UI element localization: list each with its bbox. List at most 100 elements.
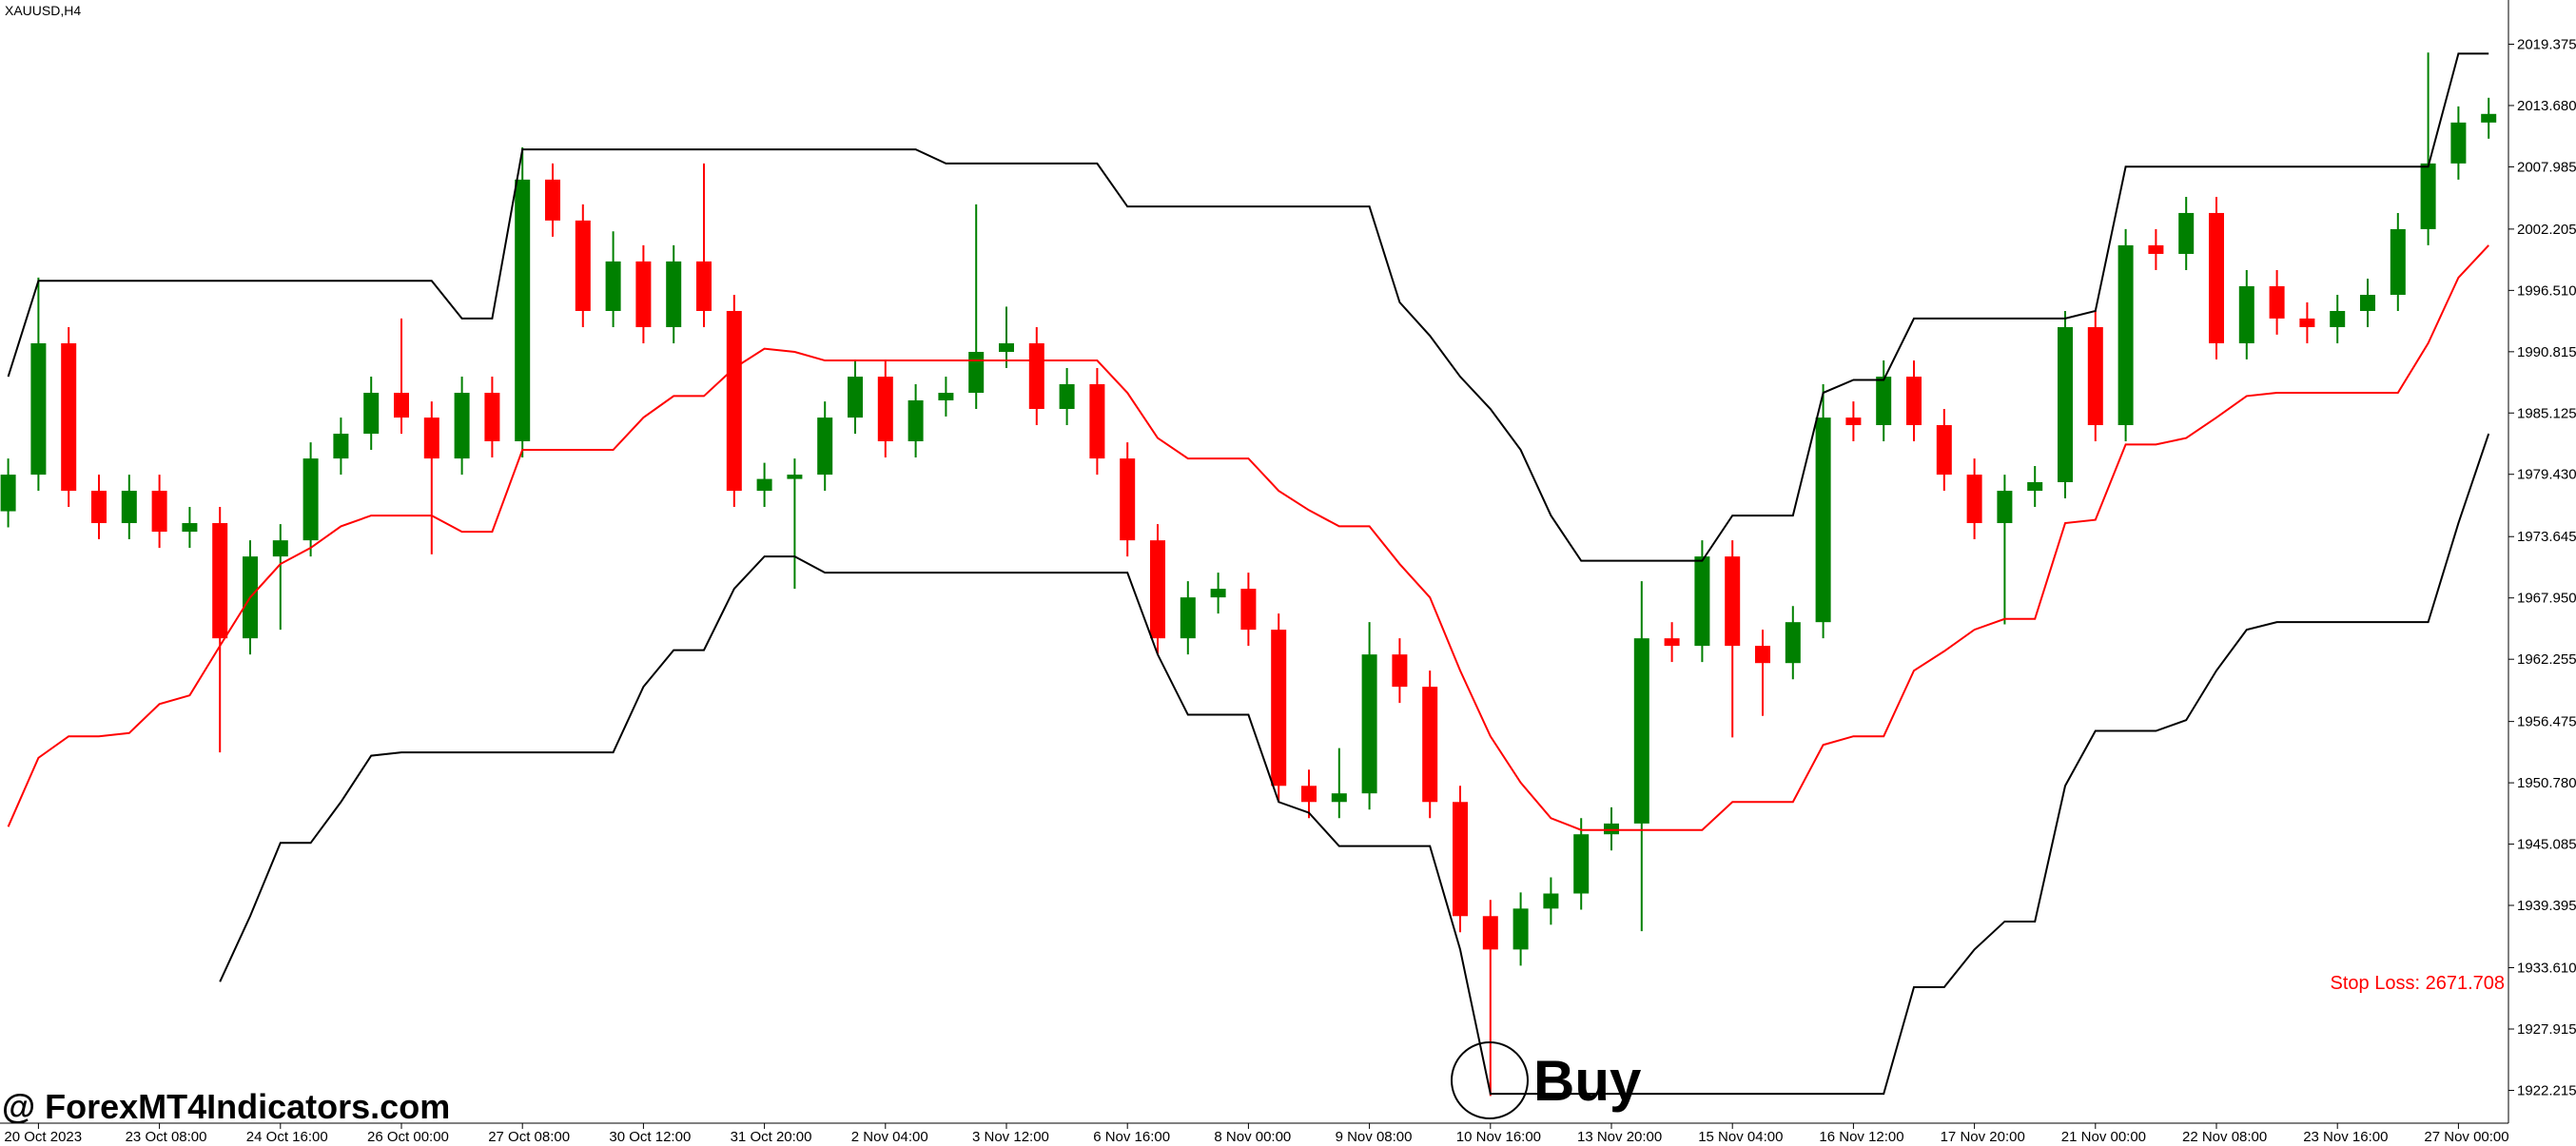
candle-body — [2209, 212, 2224, 343]
y-tick-label: 2019.375 — [2517, 36, 2576, 52]
candle-body — [1453, 802, 1468, 917]
candle-body — [726, 310, 742, 492]
candle-body — [2330, 310, 2346, 327]
candle-body — [756, 478, 772, 492]
channel-line — [7, 244, 2489, 831]
candle-body — [2117, 244, 2134, 425]
candle-body — [2481, 113, 2497, 123]
candle-body — [907, 399, 924, 441]
candle-body — [1301, 786, 1317, 803]
candle-body — [605, 261, 621, 311]
candle-body — [968, 352, 985, 394]
y-tick-label: 1985.125 — [2517, 405, 2576, 421]
candle-body — [1604, 823, 1619, 835]
candle-body — [1059, 383, 1075, 410]
candle-body — [2087, 326, 2103, 425]
candle-body — [1392, 654, 1408, 688]
candle-body — [1120, 458, 1136, 541]
candle-body — [1785, 622, 1801, 664]
channel-line — [219, 433, 2490, 1096]
signal-label: Buy — [1533, 1049, 1642, 1113]
x-tick-label: 22 Nov 08:00 — [2182, 1129, 2267, 1145]
candle-body — [787, 475, 803, 479]
candle-body — [2420, 163, 2436, 229]
x-tick-label: 30 Oct 12:00 — [609, 1129, 691, 1145]
candle-body — [1725, 556, 1741, 647]
x-tick-label: 8 Nov 00:00 — [1214, 1129, 1291, 1145]
y-tick-label: 1933.610 — [2517, 961, 2576, 977]
candle-body — [2390, 228, 2406, 295]
candle-body — [2450, 122, 2467, 164]
x-tick-label: 16 Nov 12:00 — [1819, 1129, 1903, 1145]
candle-body — [1543, 893, 1559, 909]
candle-body — [91, 491, 107, 524]
candle-body — [454, 393, 470, 459]
candle-body — [1240, 589, 1257, 631]
y-tick-label: 2007.985 — [2517, 159, 2576, 175]
candle-body — [1150, 540, 1165, 639]
candle-body — [1210, 589, 1226, 598]
candle-body — [938, 393, 954, 400]
y-tick-label: 1956.475 — [2517, 714, 2576, 730]
candle-body — [999, 342, 1014, 353]
candle-body — [1815, 418, 1831, 623]
x-tick-label: 31 Oct 20:00 — [731, 1129, 812, 1145]
candle-body — [1089, 383, 1105, 459]
y-tick-label: 1979.430 — [2517, 467, 2576, 483]
y-tick-label: 1950.780 — [2517, 775, 2576, 791]
candle-body — [877, 377, 893, 441]
candle-body — [1482, 916, 1498, 950]
candle-body — [302, 458, 319, 541]
candle-body — [272, 540, 288, 557]
candle-body — [2027, 482, 2043, 492]
candle-body — [0, 475, 16, 512]
candle-body — [484, 393, 500, 441]
x-tick-label: 27 Nov 00:00 — [2424, 1129, 2508, 1145]
candle-body — [1512, 908, 1529, 950]
y-tick-label: 1973.645 — [2517, 529, 2576, 545]
candle-body — [1271, 630, 1287, 787]
x-tick-label: 2 Nov 04:00 — [851, 1129, 928, 1145]
watermark: @ ForexMT4Indicators.com — [2, 1087, 450, 1126]
y-tick-label: 1927.915 — [2517, 1021, 2576, 1038]
x-tick-label: 6 Nov 16:00 — [1093, 1129, 1170, 1145]
x-tick-label: 23 Oct 08:00 — [126, 1129, 207, 1145]
y-tick-label: 1945.085 — [2517, 837, 2576, 853]
x-tick-label: 15 Nov 04:00 — [1698, 1129, 1783, 1145]
candle-body — [1664, 638, 1680, 647]
candle-body — [423, 418, 439, 459]
candle-body — [2360, 294, 2375, 311]
y-tick-label: 1996.510 — [2517, 282, 2576, 299]
candle-body — [2178, 212, 2195, 254]
candle-body — [1573, 834, 1590, 894]
x-tick-label: 13 Nov 20:00 — [1577, 1129, 1662, 1145]
signal-circle — [1451, 1041, 1529, 1119]
x-tick-label: 24 Oct 16:00 — [246, 1129, 328, 1145]
candle-body — [2269, 285, 2285, 319]
candle-body — [212, 523, 228, 639]
y-tick-label: 1922.215 — [2517, 1083, 2576, 1099]
y-tick-label: 1967.950 — [2517, 591, 2576, 607]
candle-body — [1331, 793, 1347, 803]
candle-body — [666, 261, 682, 327]
candle-body — [1028, 342, 1044, 410]
candle-body — [333, 434, 349, 459]
candle-body — [1997, 491, 2013, 524]
candle-body — [1876, 377, 1892, 425]
candle-body — [635, 261, 652, 327]
x-tick-label: 20 Oct 2023 — [4, 1129, 82, 1145]
candle-body — [2299, 318, 2315, 327]
y-tick-label: 2002.205 — [2517, 222, 2576, 238]
candle-body — [1694, 556, 1710, 647]
candle-body — [1966, 475, 1982, 524]
candle-body — [817, 418, 833, 476]
candle-body — [1361, 654, 1377, 794]
candle-body — [394, 393, 409, 418]
y-tick-label: 2013.680 — [2517, 98, 2576, 114]
y-tick-label: 1990.815 — [2517, 344, 2576, 360]
x-tick-label: 23 Nov 16:00 — [2303, 1129, 2388, 1145]
candle-body — [1422, 687, 1438, 803]
candle-body — [30, 342, 47, 476]
